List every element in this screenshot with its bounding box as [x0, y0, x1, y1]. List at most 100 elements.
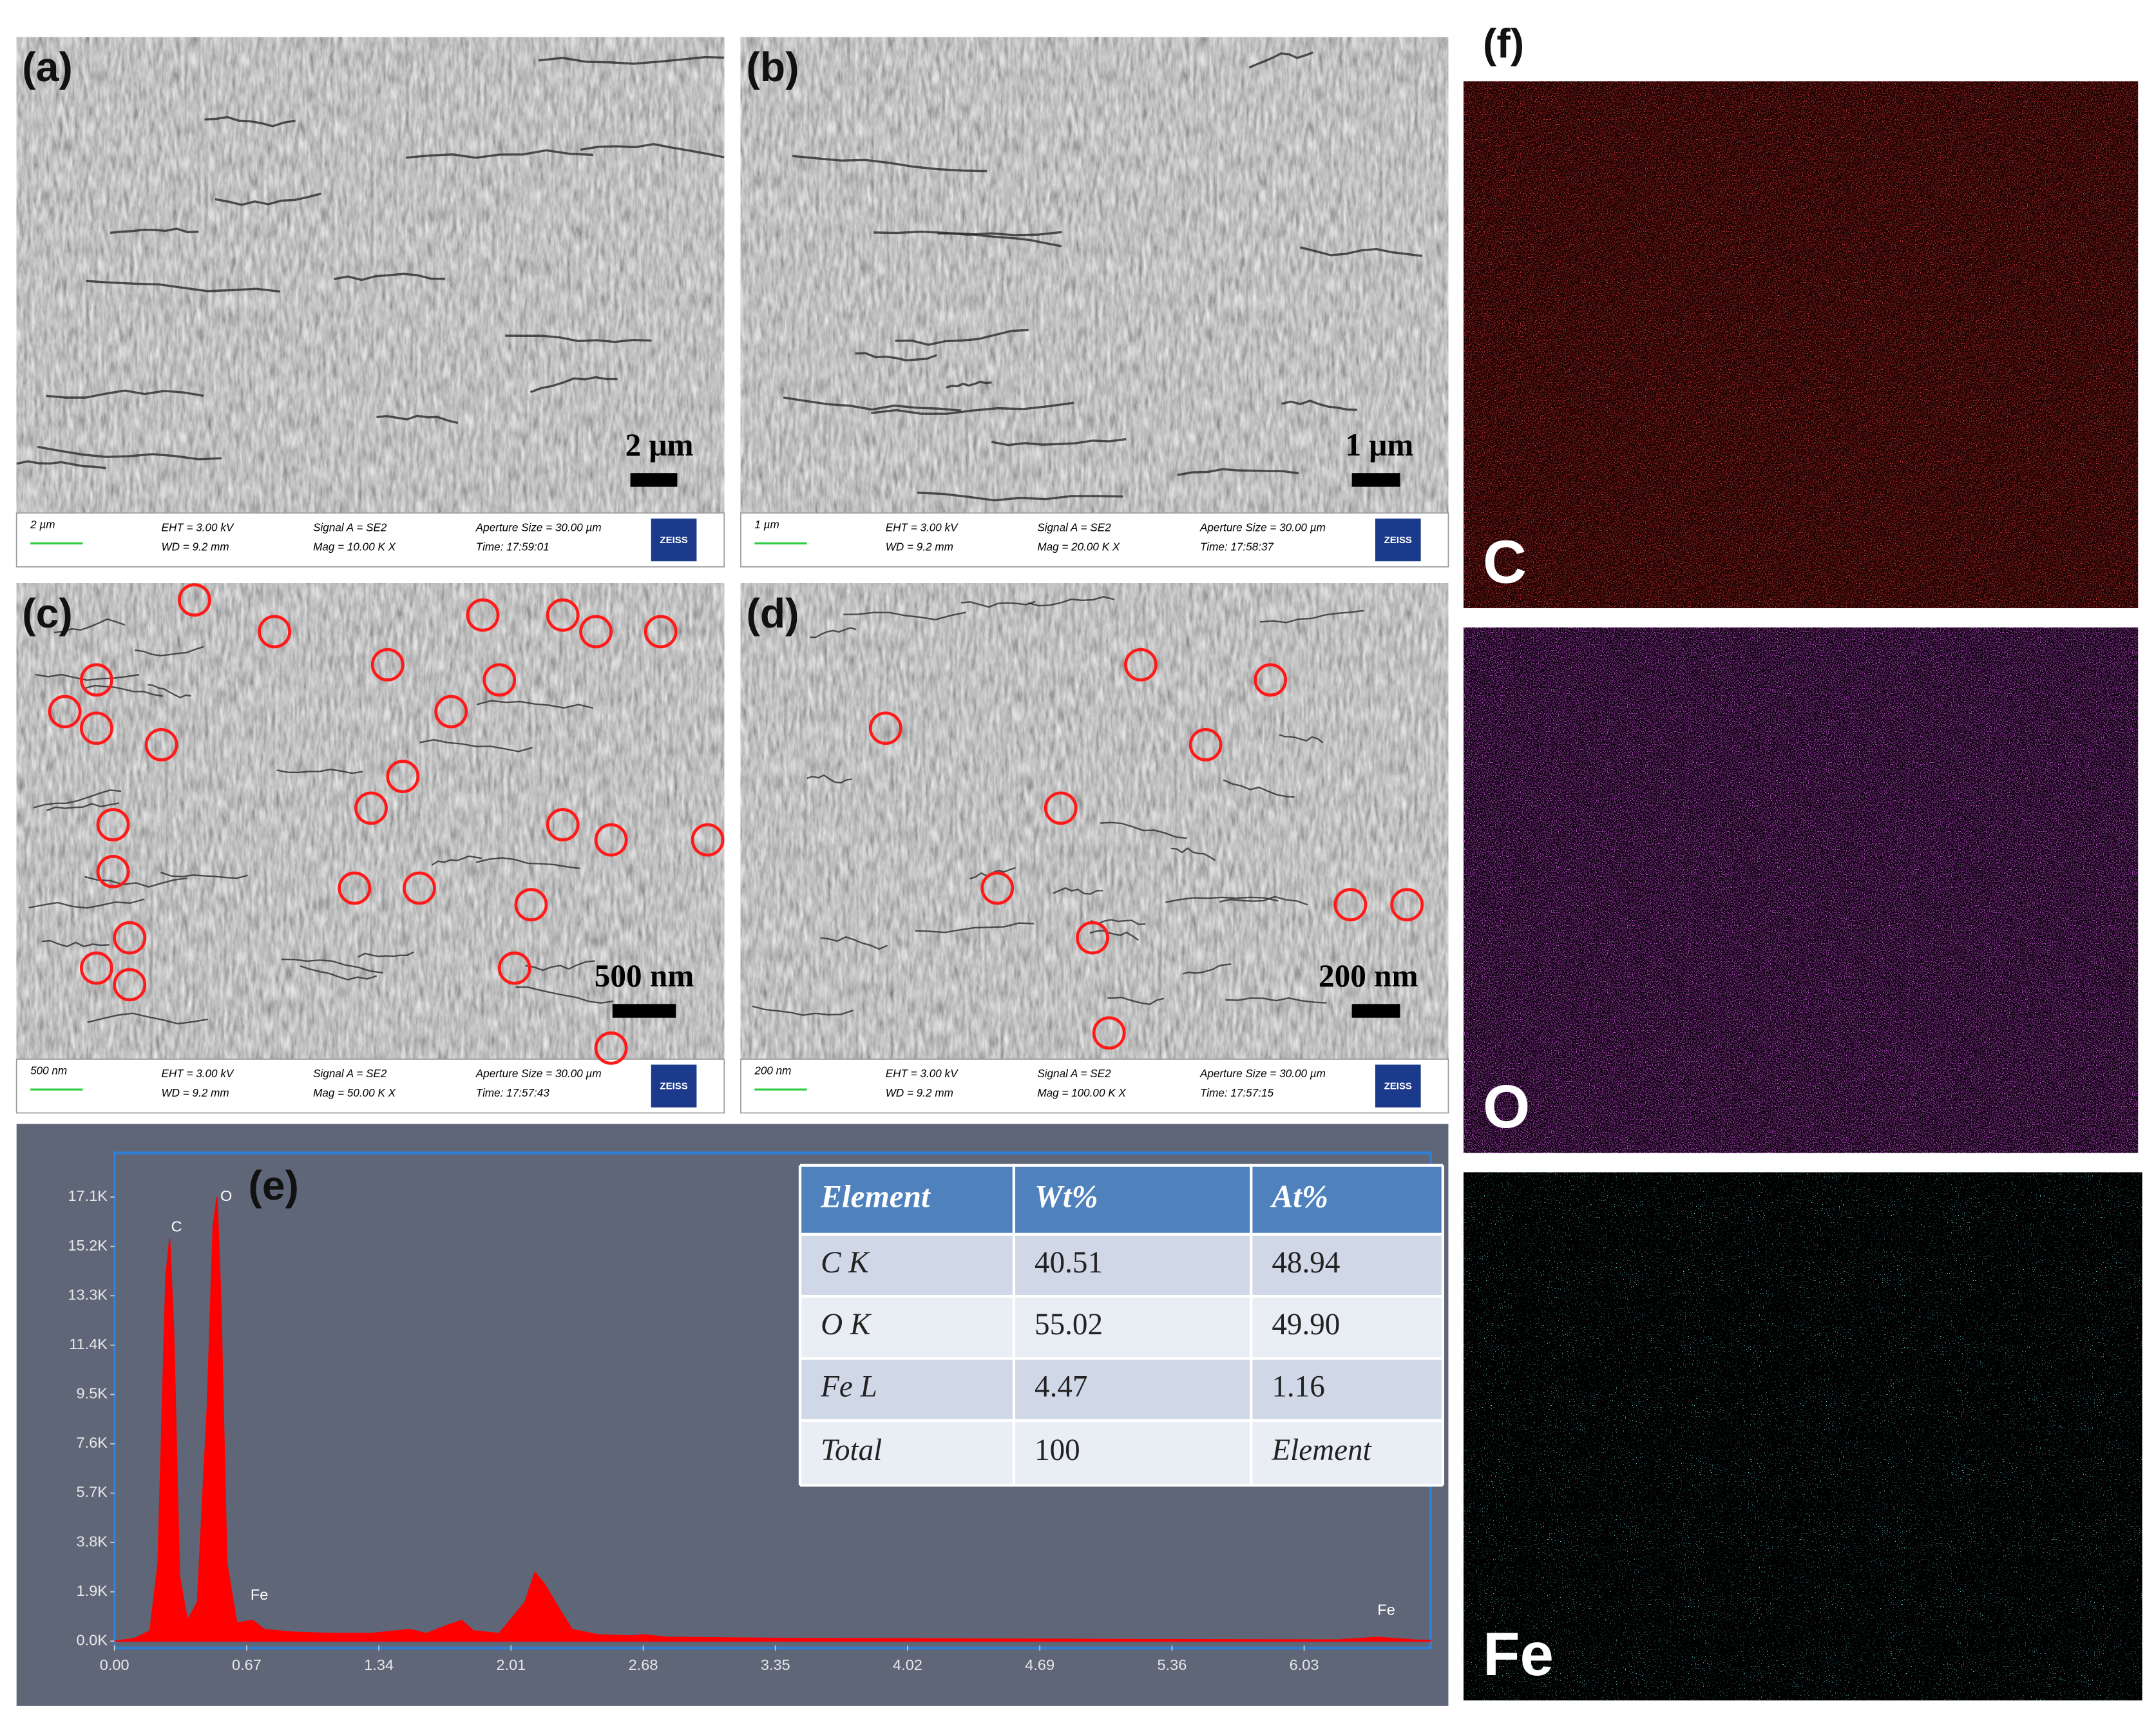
map-element-label: O	[1483, 1073, 1530, 1140]
crack	[28, 898, 145, 909]
crack	[820, 936, 888, 950]
panel-label: (f)	[1483, 21, 1524, 67]
crack	[810, 627, 857, 638]
table-cell: Element	[1271, 1434, 1372, 1467]
y-tick-label: 7.6K	[77, 1434, 108, 1451]
crack	[1281, 399, 1357, 411]
highlight-circle	[691, 823, 725, 857]
highlight-circle	[1076, 921, 1109, 955]
highlight-circle	[579, 615, 613, 649]
crack	[525, 960, 595, 972]
highlight-circle	[497, 951, 531, 985]
info-time: Time: 17:59:01	[476, 541, 549, 553]
y-tick-label: 5.7K	[77, 1484, 108, 1501]
highlight-circle	[546, 808, 580, 841]
highlight-circle	[258, 615, 292, 649]
highlight-circle	[113, 921, 147, 955]
table-cell: 55.02	[1035, 1308, 1103, 1341]
info-time: Time: 17:58:37	[1200, 541, 1274, 553]
crack	[1225, 997, 1327, 1004]
highlight-circle	[144, 728, 178, 762]
highlight-circle	[644, 615, 678, 649]
highlight-circle	[482, 663, 517, 697]
crack	[334, 273, 446, 282]
highlight-circle	[79, 951, 113, 985]
x-tick-label: 4.69	[1025, 1656, 1054, 1673]
y-tick-label: 13.3K	[68, 1286, 108, 1303]
crack	[85, 684, 164, 697]
highlight-circle	[178, 583, 211, 617]
highlight-circle	[79, 663, 113, 697]
table-cell: 100	[1035, 1434, 1080, 1467]
panel-label: (e)	[248, 1162, 299, 1209]
map-signal	[1464, 1172, 2142, 1701]
crack	[33, 789, 122, 809]
crack	[870, 401, 1074, 415]
info-signal: Signal A = SE2	[1037, 521, 1111, 533]
y-tick-label: 9.5K	[77, 1385, 108, 1402]
highlight-circle	[594, 1031, 628, 1065]
crack	[960, 600, 1036, 608]
info-eht: EHT = 3.00 kV	[162, 521, 234, 533]
crack	[783, 396, 962, 412]
info-brand: ZEISS	[660, 535, 687, 546]
highlight-circle	[113, 968, 147, 1002]
crack	[281, 958, 383, 974]
peak-label: Fe	[1377, 1601, 1395, 1618]
x-tick-label: 3.35	[761, 1656, 790, 1673]
crack	[1100, 821, 1187, 839]
crack	[895, 329, 1029, 346]
crack	[405, 149, 593, 159]
highlight-circle	[1333, 888, 1368, 922]
crack	[46, 389, 204, 399]
info-aperture: Aperture Size = 30.00 µm	[1199, 521, 1326, 533]
crack	[53, 618, 126, 634]
y-tick-label: 11.4K	[69, 1336, 108, 1352]
info-eht: EHT = 3.00 kV	[886, 1068, 959, 1080]
x-tick-label: 2.68	[629, 1656, 658, 1673]
crack	[1259, 609, 1364, 624]
info-mag: Mag = 20.00 K X	[1037, 541, 1120, 553]
info-aperture: Aperture Size = 30.00 µm	[475, 521, 602, 533]
crack	[1248, 51, 1314, 69]
info-aperture: Aperture Size = 30.00 µm	[475, 1068, 602, 1080]
scale-bar	[1351, 473, 1400, 487]
crack	[937, 232, 1062, 247]
crack	[160, 871, 248, 879]
y-tick-label: 1.9K	[77, 1582, 108, 1599]
crack	[806, 774, 852, 784]
highlight-circle	[79, 711, 113, 745]
crack	[515, 986, 614, 1004]
table-row-bg	[800, 1296, 1443, 1359]
panel-label: (a)	[22, 44, 73, 90]
crack	[204, 115, 296, 128]
table-cell: 48.94	[1272, 1246, 1340, 1280]
crack	[752, 1005, 854, 1016]
scale-bar	[612, 1004, 676, 1018]
info-brand: ZEISS	[1384, 1081, 1412, 1092]
crack	[37, 445, 222, 461]
scale-bar	[630, 473, 678, 487]
crack	[1279, 734, 1324, 743]
crack	[580, 142, 725, 158]
highlight-circle	[370, 647, 405, 682]
table-header-bg	[800, 1165, 1443, 1234]
x-tick-label: 4.02	[893, 1656, 922, 1673]
x-tick-label: 1.34	[364, 1656, 394, 1673]
table-header: Wt%	[1035, 1179, 1098, 1214]
sem-image	[740, 583, 1449, 1059]
info-wd: WD = 9.2 mm	[162, 1087, 229, 1099]
zeiss-logo	[651, 1064, 697, 1108]
sem-image	[16, 583, 725, 1059]
scale-bar	[1351, 1004, 1400, 1018]
y-tick-label: 0.0K	[77, 1631, 108, 1648]
crack	[148, 684, 191, 698]
highlight-circle	[354, 791, 388, 825]
zeiss-logo	[1375, 1064, 1421, 1108]
highlight-circle	[96, 808, 130, 841]
peak-label: C	[171, 1218, 182, 1234]
crack	[475, 857, 580, 870]
table-cell: O K	[821, 1308, 872, 1341]
table-cell: 4.47	[1035, 1370, 1087, 1403]
x-tick-label: 0.00	[100, 1656, 129, 1673]
